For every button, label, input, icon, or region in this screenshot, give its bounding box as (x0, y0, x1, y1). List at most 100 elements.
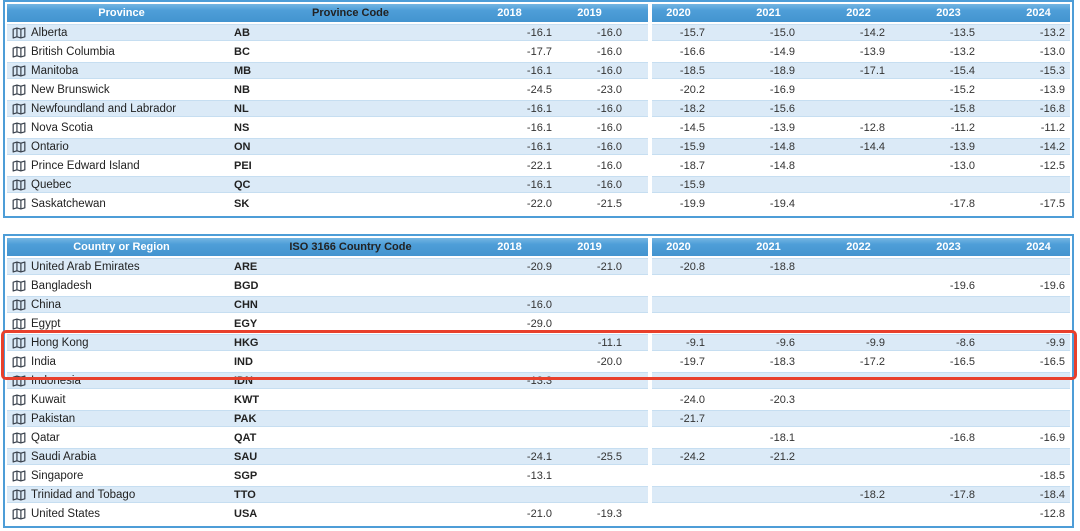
country-table: Country or Region ISO 3166 Country Code 20… (1, 234, 1077, 528)
value-cell: -18.7 (679, 159, 705, 172)
table-row[interactable]: United Arab Emirates ARE -20.9 -21.0 -20.8 -1… (7, 258, 1070, 277)
row-group-left: Pakistan PAK (7, 410, 648, 427)
column-header-year[interactable]: 2021 (756, 7, 781, 19)
column-header-year[interactable]: 2023 (936, 7, 961, 19)
column-header-year[interactable]: 2018 (497, 7, 522, 19)
table-row[interactable]: Newfoundland and Labrador NL -16.1 -16.0 -18… (7, 100, 1070, 119)
value-cell (652, 277, 742, 294)
table-row[interactable]: New Brunswick NB -24.5 -23.0 -20.2 -16.9 -15.2… (7, 81, 1070, 100)
table-row[interactable]: Ontario ON -16.1 -16.0 -15.9 -14.8 -14.4 -13.9-… (7, 138, 1070, 157)
region-code-cell: MB (234, 64, 252, 77)
value-cell: -18.4 (1039, 488, 1065, 501)
value-cell: -19.6 (949, 279, 975, 292)
table-row[interactable]: Saudi Arabia SAU -24.1 -25.5 -24.2 -21.2 (7, 448, 1070, 467)
table-row[interactable]: Qatar QAT -18.1 -16.8 -16.9 (7, 429, 1070, 448)
column-header-year[interactable]: 2024 (1026, 241, 1051, 253)
table-row[interactable]: United States USA -21.0 -19.3 -12.8 (7, 505, 1070, 524)
value-cell: -21.2 (769, 450, 795, 463)
row-group-right: -15.9 -14.8 -14.4 -13.9 -14.2 (652, 138, 1070, 155)
map-icon (12, 103, 26, 115)
value-cell (557, 391, 648, 408)
table-row[interactable]: Singapore SGP -13.1 -18.5 (7, 467, 1070, 486)
value-cell: -24.0 (679, 393, 705, 406)
value-cell (1012, 258, 1070, 275)
table-row[interactable]: Saskatchewan SK -22.0 -21.5 -19.9 -19.4 -17.8-… (7, 195, 1070, 214)
table-row[interactable]: Manitoba MB -16.1 -16.0 -18.5 -18.9 -17.1 -15.4… (7, 62, 1070, 81)
value-cell: -14.8 (769, 140, 795, 153)
value-cell: -14.2 (1039, 140, 1065, 153)
value-cell (467, 334, 557, 351)
row-group-right: -18.5 (652, 467, 1070, 484)
region-code-cell: SAU (234, 450, 258, 463)
table-row[interactable]: Egypt EGY -29.0 (7, 315, 1070, 334)
value-cell: -22.1 (526, 159, 552, 172)
value-cell: -15.2 (949, 83, 975, 96)
column-header-year[interactable]: 2019 (577, 241, 602, 253)
row-group-right: -18.1 -16.8 -16.9 (652, 429, 1070, 446)
value-cell: -20.3 (769, 393, 795, 406)
region-name: Bangladesh (31, 279, 92, 292)
column-header-year[interactable]: 2021 (756, 241, 781, 253)
map-icon (12, 46, 26, 58)
value-cell: -21.7 (679, 412, 705, 425)
region-name: Alberta (31, 26, 68, 39)
row-group-left: Alberta AB -16.1 -16.0 (7, 24, 648, 41)
table-row[interactable]: Quebec QC -16.1 -16.0 -15.9 (7, 176, 1070, 195)
value-cell: -29.0 (526, 317, 552, 330)
column-header-name[interactable]: Province (98, 7, 145, 19)
column-header-year[interactable]: 2023 (936, 241, 961, 253)
column-split-divider (648, 429, 652, 446)
value-cell: -14.4 (859, 140, 885, 153)
map-icon (12, 141, 26, 153)
column-header-year[interactable]: 2020 (666, 241, 691, 253)
value-cell (1012, 410, 1070, 427)
table-row[interactable]: Trinidad and Tobago TTO -18.2 -17.8 -18.4 (7, 486, 1070, 505)
column-split-divider (648, 391, 652, 408)
row-group-left: Egypt EGY -29.0 (7, 315, 648, 332)
column-header-name[interactable]: Country or Region (73, 241, 170, 253)
table-row[interactable]: Indonesia IDN -13.3 (7, 372, 1070, 391)
table-row[interactable]: Pakistan PAK -21.7 (7, 410, 1070, 429)
value-cell (467, 410, 557, 427)
column-header-code[interactable]: ISO 3166 Country Code (289, 241, 412, 253)
column-header-year[interactable]: 2020 (666, 7, 691, 19)
row-group-right: -24.2 -21.2 (652, 448, 1070, 465)
column-header-code[interactable]: Province Code (311, 7, 390, 19)
value-cell: -13.9 (1039, 83, 1065, 96)
value-cell: -11.2 (1040, 121, 1065, 134)
row-group-right: -14.5 -13.9 -12.8 -11.2 -11.2 (652, 119, 1070, 136)
row-group-right: -24.0 -20.3 (652, 391, 1070, 408)
column-header-year[interactable]: 2022 (846, 241, 871, 253)
table-row[interactable]: Kuwait KWT -24.0 -20.3 (7, 391, 1070, 410)
value-cell (922, 391, 1012, 408)
table-row[interactable]: Bangladesh BGD -19.6 -19.6 (7, 277, 1070, 296)
value-cell: -18.5 (1039, 469, 1065, 482)
value-cell: -16.0 (596, 45, 622, 58)
value-cell (922, 448, 1012, 465)
region-name: Pakistan (31, 412, 76, 425)
value-cell (1012, 176, 1070, 193)
header-group-left: Country or Region ISO 3166 Country Code 20… (7, 238, 648, 256)
table-row[interactable]: British Columbia BC -17.7 -16.0 -16.6 -14.9 -1… (7, 43, 1070, 62)
column-header-year[interactable]: 2018 (497, 241, 522, 253)
value-cell (557, 486, 648, 503)
value-cell (742, 277, 832, 294)
region-code-cell: SGP (234, 469, 258, 482)
value-cell (832, 429, 922, 446)
column-header-year[interactable]: 2024 (1026, 7, 1051, 19)
region-name: Indonesia (31, 374, 81, 387)
table-row[interactable]: China CHN -16.0 (7, 296, 1070, 315)
column-header-year[interactable]: 2019 (577, 7, 602, 19)
table-row[interactable]: Prince Edward Island PEI -22.1 -16.0 -18.7 -1… (7, 157, 1070, 176)
table-row[interactable]: India IND -20.0 -19.7 -18.3 -17.2 -16.5 -16.5 (7, 353, 1070, 372)
column-header-year[interactable]: 2022 (846, 7, 871, 19)
table-row[interactable]: Nova Scotia NS -16.1 -16.0 -14.5 -13.9 -12.8 -1… (7, 119, 1070, 138)
table-row[interactable]: Hong Kong HKG -11.1 -9.1 -9.6 -9.9 -8.6 -9.9 (7, 334, 1070, 353)
column-split-divider (648, 372, 652, 389)
value-cell: -25.5 (596, 450, 622, 463)
value-cell: -13.9 (769, 121, 795, 134)
value-cell (557, 296, 648, 313)
row-group-right: -18.7 -14.8 -13.0 -12.5 (652, 157, 1070, 174)
table-row[interactable]: Alberta AB -16.1 -16.0 -15.7 -15.0 -14.2 -13.5-… (7, 24, 1070, 43)
row-group-right: -15.7 -15.0 -14.2 -13.5 -13.2 (652, 24, 1070, 41)
